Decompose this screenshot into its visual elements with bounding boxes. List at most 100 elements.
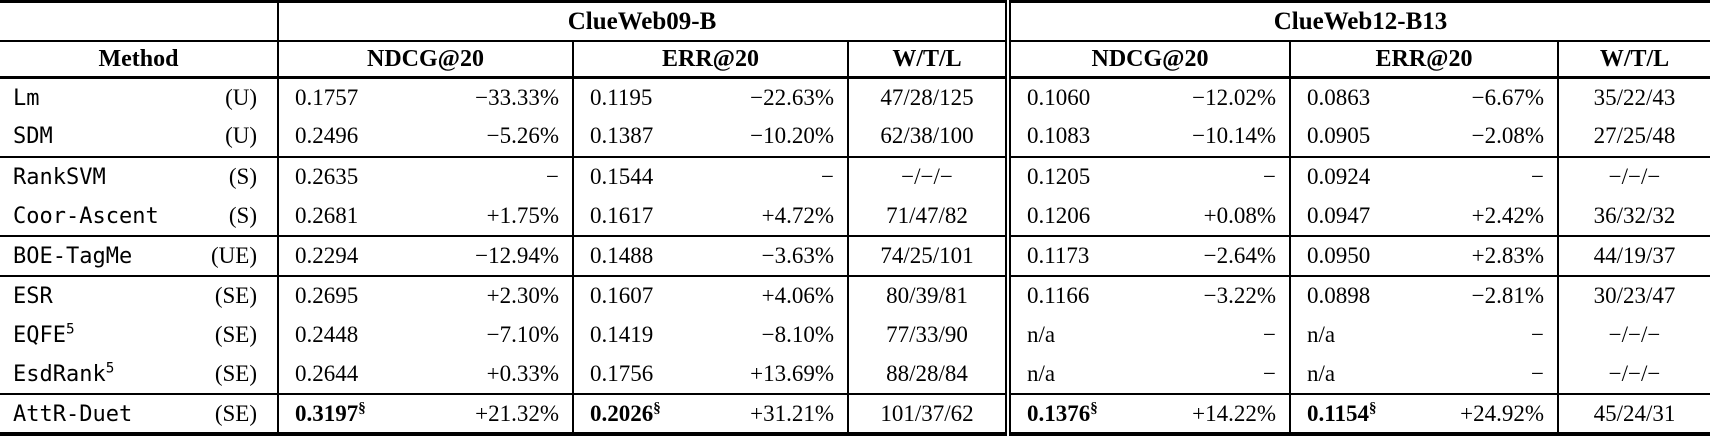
score-cell: 0.1607 +4.06% — [572, 274, 848, 316]
pct-value: −2.81% — [1471, 282, 1544, 308]
pct-value: −3.22% — [1203, 282, 1276, 308]
score-value: 0.2294 — [295, 242, 359, 268]
score-value: 0.2026§ — [590, 400, 661, 426]
pct-value: − — [1531, 361, 1544, 387]
method-category: (U) — [225, 85, 257, 111]
score-cell: 0.1419 −8.10% — [572, 315, 848, 355]
method-category: (S) — [228, 164, 257, 190]
score-cell: 0.1387 −10.20% — [572, 117, 848, 157]
pct-value: −2.64% — [1203, 242, 1276, 268]
score-value: 0.1488 — [590, 242, 654, 268]
score-value: 0.1419 — [590, 321, 654, 347]
method-category: (S) — [228, 202, 257, 228]
method-cell: Coor-Ascent (S) — [0, 196, 278, 236]
significance-sup: § — [1368, 400, 1377, 416]
score-value: 0.1607 — [590, 282, 654, 308]
method-name: AttR-Duet — [13, 401, 133, 427]
cw12-err-header: ERR@20 — [1289, 41, 1558, 80]
score-cell: 0.2695 +2.30% — [277, 274, 573, 316]
method-cell: AttR-Duet (SE) — [0, 393, 278, 436]
method-cell: RankSVM (S) — [0, 155, 278, 197]
empty-corner-cell — [0, 1, 278, 43]
score-value: 0.0898 — [1307, 282, 1371, 308]
score-value: 0.1757 — [295, 85, 359, 111]
pct-value: +24.92% — [1460, 400, 1544, 426]
pct-value: +31.21% — [750, 400, 834, 426]
score-cell: n/a − — [1289, 354, 1558, 395]
score-value: 0.3197§ — [295, 400, 366, 426]
pct-value: +4.72% — [761, 202, 834, 228]
score-cell: 0.2681 +1.75% — [277, 196, 573, 236]
score-value: 0.1376§ — [1027, 400, 1098, 426]
dataset-label-clueweb12: ClueWeb12-B13 — [1005, 1, 1710, 43]
method-category: (SE) — [214, 282, 257, 308]
score-value: 0.1060 — [1027, 85, 1091, 111]
score-cell: 0.0905 −2.08% — [1289, 117, 1558, 157]
score-value: 0.1387 — [590, 123, 654, 149]
score-cell: 0.1617 +4.72% — [572, 196, 848, 236]
pct-value: +14.22% — [1192, 400, 1276, 426]
method-header: Method — [0, 41, 278, 80]
wtl-cell: 27/25/48 — [1557, 117, 1710, 157]
significance-sup: § — [653, 400, 661, 416]
pct-value: − — [1263, 361, 1276, 387]
score-value: 0.2681 — [295, 202, 359, 228]
method-category: (UE) — [211, 242, 257, 268]
score-cell: n/a − — [1005, 354, 1290, 395]
pct-value: − — [1263, 321, 1276, 347]
pct-value: −2.08% — [1471, 123, 1544, 149]
cw12-wtl-header: W/T/L — [1557, 41, 1710, 80]
score-value: 0.1173 — [1027, 242, 1090, 268]
table-row-eqfe: EQFE5 (SE) 0.2448 −7.10% 0.1419 −8.10% 77/3… — [0, 315, 1710, 355]
method-footnote-sup: 5 — [65, 321, 75, 338]
method-category: (SE) — [214, 321, 257, 347]
pct-value: +21.32% — [475, 400, 559, 426]
wtl-cell: 80/39/81 — [847, 274, 1008, 316]
score-cell: 0.0924 − — [1289, 155, 1558, 197]
pct-value: − — [821, 164, 834, 190]
pct-value: −8.10% — [761, 321, 834, 347]
pct-value: +4.06% — [761, 282, 834, 308]
method-category: (SE) — [214, 400, 257, 426]
pct-value: +1.75% — [486, 202, 559, 228]
score-cell: 0.1060 −12.02% — [1005, 77, 1290, 118]
score-cell: 0.0898 −2.81% — [1289, 274, 1558, 316]
pct-value: −12.94% — [475, 242, 559, 268]
score-value: 0.2644 — [295, 361, 359, 387]
pct-value: −3.63% — [761, 242, 834, 268]
method-cell: BOE-TagMe (UE) — [0, 234, 278, 276]
method-cell: ESR (SE) — [0, 274, 278, 316]
table-row-lm: Lm (U) 0.1757 −33.33% 0.1195 −22.63% 47/28/… — [0, 77, 1710, 118]
score-cell: 0.1205 − — [1005, 155, 1290, 197]
pct-value: −6.67% — [1471, 85, 1544, 111]
table-row-attr-duet: AttR-Duet (SE) 0.3197§ +21.32% 0.2026§ +31.… — [0, 393, 1710, 436]
score-value: 0.0950 — [1307, 242, 1371, 268]
method-cell: EsdRank5 (SE) — [0, 355, 278, 395]
table-row-sdm: SDM (U) 0.2496 −5.26% 0.1387 −10.20% 62/38/… — [0, 117, 1710, 157]
dataset-label-clueweb09: ClueWeb09-B — [277, 1, 1008, 43]
wtl-cell: 35/22/43 — [1557, 77, 1710, 118]
score-cell: n/a − — [1005, 315, 1290, 355]
method-category: (SE) — [214, 361, 257, 387]
score-value: 0.1205 — [1027, 164, 1091, 190]
wtl-cell: −/−/− — [1557, 315, 1710, 355]
score-cell: 0.2635 − — [277, 155, 573, 197]
score-value: n/a — [1027, 321, 1056, 347]
score-cell: 0.2026§ +31.21% — [572, 393, 848, 436]
table-row-esr: ESR (SE) 0.2695 +2.30% 0.1607 +4.06% 80/39/… — [0, 274, 1710, 316]
wtl-cell: 45/24/31 — [1557, 393, 1710, 436]
score-value: 0.1544 — [590, 164, 654, 190]
score-value: 0.1756 — [590, 361, 654, 387]
score-value: 0.1083 — [1027, 123, 1091, 149]
score-cell: 0.1173 −2.64% — [1005, 234, 1290, 276]
score-value: 0.0924 — [1307, 164, 1371, 190]
score-cell: 0.0950 +2.83% — [1289, 234, 1558, 276]
score-cell: 0.1376§ +14.22% — [1005, 393, 1290, 436]
score-value: 0.1206 — [1027, 202, 1091, 228]
pct-value: +2.83% — [1471, 242, 1544, 268]
table-row-esdrank: EsdRank5 (SE) 0.2644 +0.33% 0.1756 +13.69% … — [0, 354, 1710, 395]
cw09-wtl-header: W/T/L — [847, 41, 1008, 80]
score-value: 0.2635 — [295, 164, 359, 190]
cw09-ndcg-header: NDCG@20 — [277, 41, 573, 80]
cw12-ndcg-header: NDCG@20 — [1005, 41, 1290, 80]
